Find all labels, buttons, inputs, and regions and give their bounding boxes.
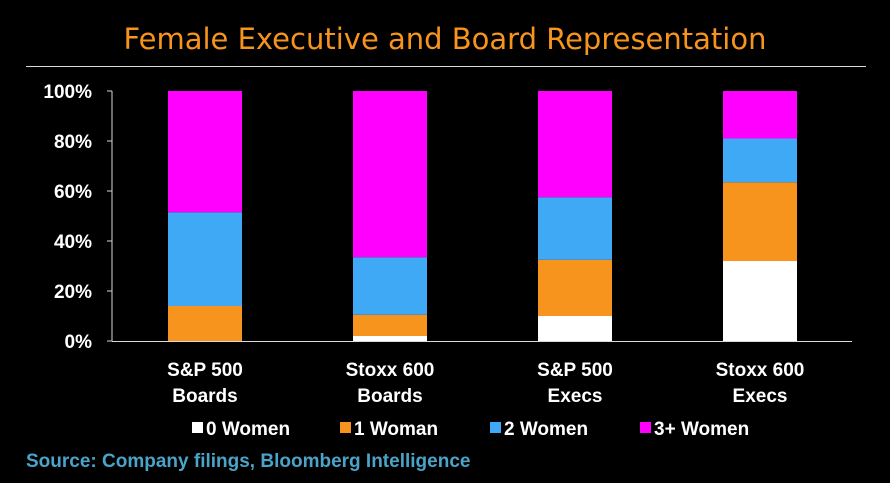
- y-tick-label: 0%: [65, 332, 93, 353]
- source-note: Source: Company filings, Bloomberg Intel…: [26, 451, 471, 472]
- y-tick-label: 60%: [54, 182, 92, 203]
- x-tick-label: S&P 500: [167, 360, 243, 381]
- bar-segment: [538, 259, 612, 316]
- bar-segment: [168, 212, 242, 306]
- y-tick-label: 100%: [43, 82, 92, 103]
- bar-segment: [168, 306, 242, 341]
- legend-label: 0 Women: [206, 419, 290, 440]
- bar-segment: [723, 91, 797, 139]
- x-tick-label: Stoxx 600: [716, 360, 805, 381]
- legend-label: 2 Women: [504, 419, 588, 440]
- legend-swatch: [490, 422, 501, 433]
- chart-title: Female Executive and Board Representatio…: [123, 22, 767, 56]
- bar-segment: [353, 91, 427, 258]
- y-tick-label: 40%: [54, 232, 92, 253]
- legend-label: 3+ Women: [654, 419, 749, 440]
- bar-segment: [723, 261, 797, 341]
- x-tick-label: Stoxx 600: [346, 360, 435, 381]
- x-tick-label: S&P 500: [537, 360, 613, 381]
- bar-segment: [723, 182, 797, 261]
- x-tick-label: Boards: [172, 386, 237, 407]
- bar-segment: [538, 91, 612, 198]
- bar-segment: [353, 257, 427, 315]
- y-tick-label: 20%: [54, 282, 92, 303]
- x-tick-label: Boards: [357, 386, 422, 407]
- legend-swatch: [192, 422, 203, 433]
- x-tick-label: Execs: [733, 386, 788, 407]
- title-divider: [26, 66, 866, 67]
- bar-segment: [353, 336, 427, 341]
- legend-swatch: [640, 422, 651, 433]
- bar-segment: [353, 314, 427, 336]
- legend-label: 1 Woman: [354, 419, 438, 440]
- bar-segment: [723, 138, 797, 183]
- legend-swatch: [340, 422, 351, 433]
- y-tick-label: 80%: [54, 132, 92, 153]
- bar-segment: [538, 197, 612, 260]
- x-tick-label: Execs: [548, 386, 603, 407]
- bar-segment: [168, 91, 242, 213]
- bar-segment: [538, 316, 612, 341]
